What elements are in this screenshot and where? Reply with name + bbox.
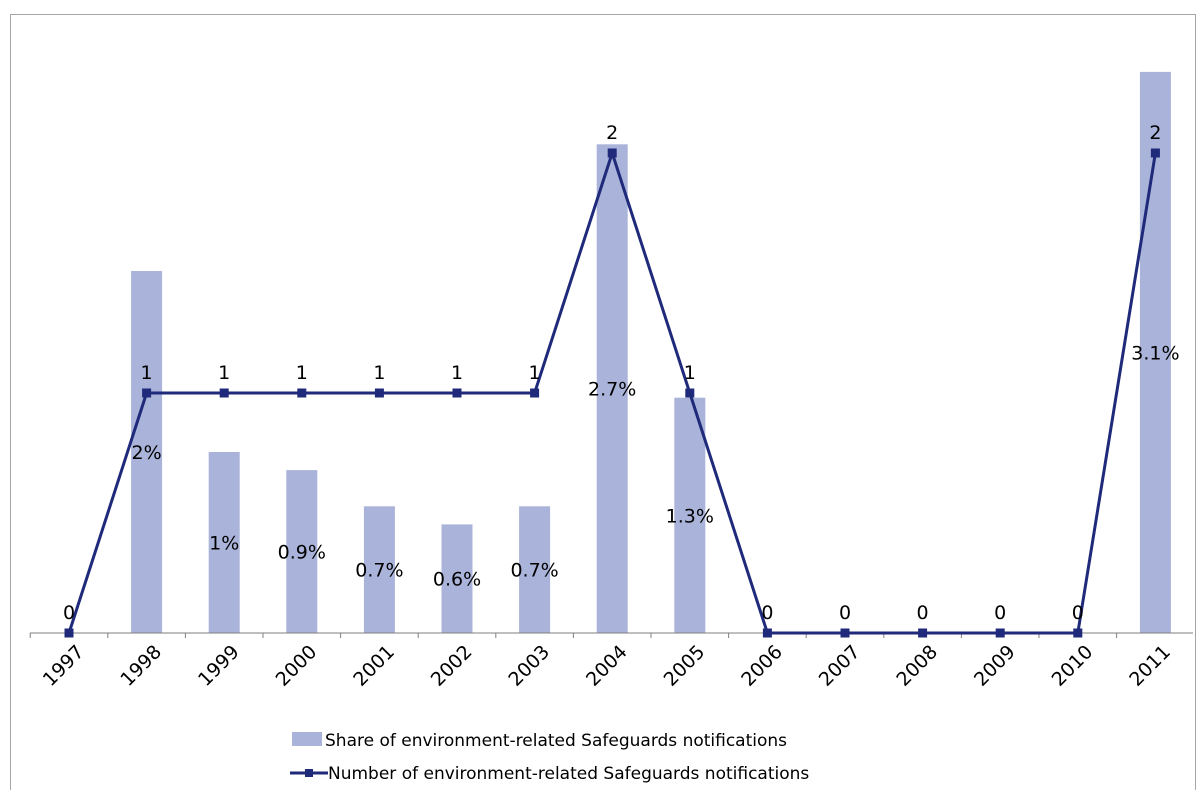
bar-2011: [1139, 71, 1171, 633]
x-tick-label-2004: 2004: [582, 641, 632, 691]
line-label-1998: 1: [141, 362, 153, 384]
line-point-2006: [762, 628, 772, 638]
line-point-1997: [64, 628, 74, 638]
line-label-2001: 1: [373, 362, 385, 384]
x-tick-label-2005: 2005: [660, 641, 710, 691]
bar-label-2005: 1.3%: [666, 505, 714, 527]
bar-2001: [363, 506, 395, 633]
bar-2005: [674, 397, 706, 633]
bar-label-2003: 0.7%: [510, 560, 558, 582]
x-tick-label-1999: 1999: [194, 641, 244, 691]
x-tick-label-2011: 2011: [1125, 641, 1175, 691]
bar-2002: [441, 524, 473, 633]
bar-label-1998: 2%: [132, 442, 162, 464]
line-point-2007: [840, 628, 850, 638]
x-tick-label-1997: 1997: [39, 641, 89, 691]
bar-2004: [596, 144, 628, 634]
line-label-2005: 1: [684, 362, 696, 384]
x-tick-label-2001: 2001: [349, 641, 399, 691]
legend-bar-swatch: [292, 732, 322, 746]
bar-2003: [519, 506, 551, 633]
x-tick-label-2002: 2002: [427, 641, 477, 691]
line-point-2002: [452, 388, 462, 398]
line-label-2000: 1: [296, 362, 308, 384]
line-point-2003: [530, 388, 540, 398]
line-point-2001: [374, 388, 384, 398]
bar-label-2000: 0.9%: [278, 542, 326, 564]
line-label-2011: 2: [1149, 122, 1161, 144]
bar-1999: [208, 452, 240, 633]
x-tick-label-1998: 1998: [116, 641, 166, 691]
x-tick-label-2009: 2009: [970, 641, 1020, 691]
line-point-2005: [685, 388, 695, 398]
line-point-2010: [1073, 628, 1083, 638]
line-label-2010: 0: [1072, 602, 1084, 624]
x-tick-label-2003: 2003: [504, 641, 554, 691]
bar-label-2004: 2.7%: [588, 379, 636, 401]
line-label-1997: 0: [63, 602, 75, 624]
line-label-2006: 0: [761, 602, 773, 624]
chart-frame: [10, 14, 1196, 790]
legend-line-marker: [305, 769, 313, 777]
line-label-2009: 0: [994, 602, 1006, 624]
x-tick-label-2008: 2008: [892, 641, 942, 691]
bar-2000: [286, 470, 318, 633]
x-tick-label-2000: 2000: [272, 641, 322, 691]
bar-label-2002: 0.6%: [433, 569, 481, 591]
x-axis: 1997 1998 1999 2000 2001 2002 2003 2004 2005 2006…: [29, 632, 1193, 691]
line-point-2009: [995, 628, 1005, 638]
x-tick-label-2006: 2006: [737, 641, 787, 691]
bar-label-2001: 0.7%: [355, 560, 403, 582]
line-label-2004: 2: [606, 122, 618, 144]
line-point-2000: [297, 388, 307, 398]
line-label-2007: 0: [839, 602, 851, 624]
line-point-1998: [142, 388, 152, 398]
line-series: [64, 148, 1160, 638]
legend-bar-label: Share of environment-related Safeguards …: [325, 731, 787, 751]
legend-line-label: Number of environment-related Safeguards…: [328, 764, 809, 784]
legend: Share of environment-related Safeguards …: [290, 731, 809, 784]
x-tick-label-2010: 2010: [1048, 641, 1098, 691]
bar-1998: [131, 271, 163, 633]
line-label-2003: 1: [529, 362, 541, 384]
line-point-2011: [1150, 148, 1160, 158]
line-label-2008: 0: [917, 602, 929, 624]
line-point-2008: [918, 628, 928, 638]
line-point-1999: [219, 388, 229, 398]
line-label-1999: 1: [218, 362, 230, 384]
bar-label-1999: 1%: [209, 533, 239, 555]
x-tick-label-2007: 2007: [815, 641, 865, 691]
data-labels: 0 1 1 1 1 1 1 2 1 0 0 0 0 0 2 2% 1% 0.9% 0.7% 0.6% 0.7% 2.7% 1…: [63, 122, 1180, 624]
bar-series: [131, 71, 1171, 634]
bar-label-2011: 3.1%: [1131, 342, 1179, 364]
line-label-2002: 1: [451, 362, 463, 384]
line-point-2004: [607, 148, 617, 158]
